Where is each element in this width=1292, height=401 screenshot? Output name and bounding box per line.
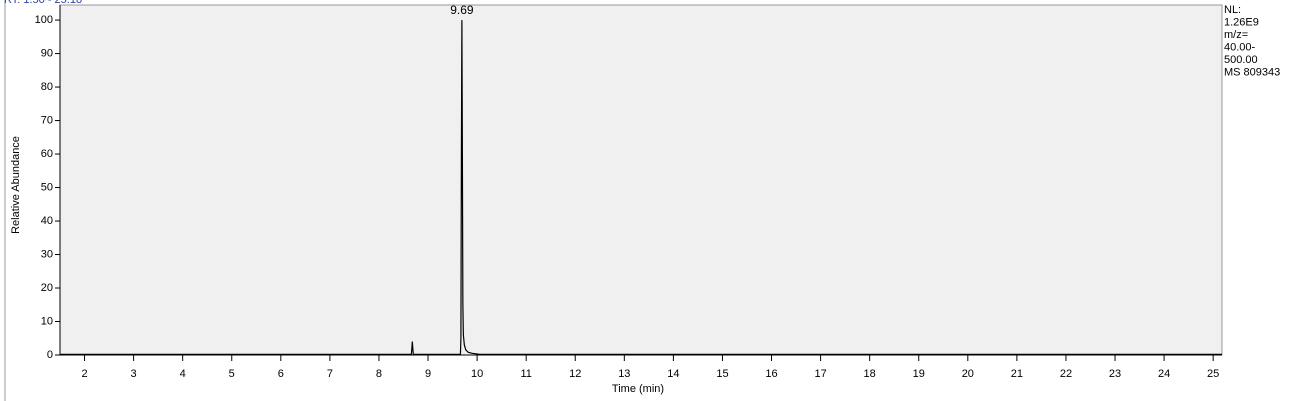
x-tick-label: 20 [962,368,974,380]
x-tick-label: 18 [864,368,876,380]
x-tick-label: 23 [1109,368,1121,380]
x-tick-label: 24 [1158,368,1170,380]
x-tick-label: 2 [81,368,87,380]
x-tick-label: 19 [913,368,925,380]
x-tick-label: 11 [520,368,531,380]
plot-area [59,4,1223,356]
y-tick-label: 60 [41,148,53,160]
x-tick-label: 16 [765,368,777,380]
trace [60,20,1222,355]
side-info: 500.00 [1224,54,1258,66]
y-tick-label: 40 [41,215,53,227]
x-tick-label: 12 [569,368,581,380]
x-tick-label: 17 [814,368,826,380]
y-tick-label: 80 [41,81,53,93]
x-tick-label: 3 [131,368,137,380]
y-tick-label: 100 [35,14,53,26]
x-tick-label: 25 [1207,368,1219,380]
header: RT: 1.50 - 25.18 [4,0,82,6]
peak-label: 9.69 [450,3,474,17]
x-tick-label: 4 [180,368,186,380]
x-tick-label: 22 [1060,368,1072,380]
side-info: NL: [1224,4,1241,16]
y-tick-label: 20 [41,282,53,294]
y-tick-label: 90 [41,47,53,59]
y-tick-label: 50 [41,181,53,193]
x-tick-label: 15 [716,368,728,380]
side-info: 1.26E9 [1224,16,1259,28]
x-tick-label: 10 [471,368,483,380]
x-tick-label: 21 [1011,368,1023,380]
x-tick-label: 13 [618,368,630,380]
x-tick-label: 8 [376,368,382,380]
side-info: m/z= [1224,29,1248,41]
x-tick-label: 14 [667,368,679,380]
side-info: 40.00- [1224,41,1256,53]
y-tick-label: 30 [41,248,53,260]
y-tick-label: 70 [41,114,53,126]
y-tick-label: 10 [41,315,53,327]
x-tick-label: 5 [229,368,235,380]
x-tick-label: 7 [327,368,333,380]
x-axis-label: Time (min) [612,383,664,395]
x-tick-label: 9 [425,368,431,380]
side-info: MS 809343 [1224,66,1280,78]
y-axis-label: Relative Abundance [10,136,22,234]
x-tick-label: 6 [278,368,284,380]
y-tick-label: 0 [47,349,53,361]
